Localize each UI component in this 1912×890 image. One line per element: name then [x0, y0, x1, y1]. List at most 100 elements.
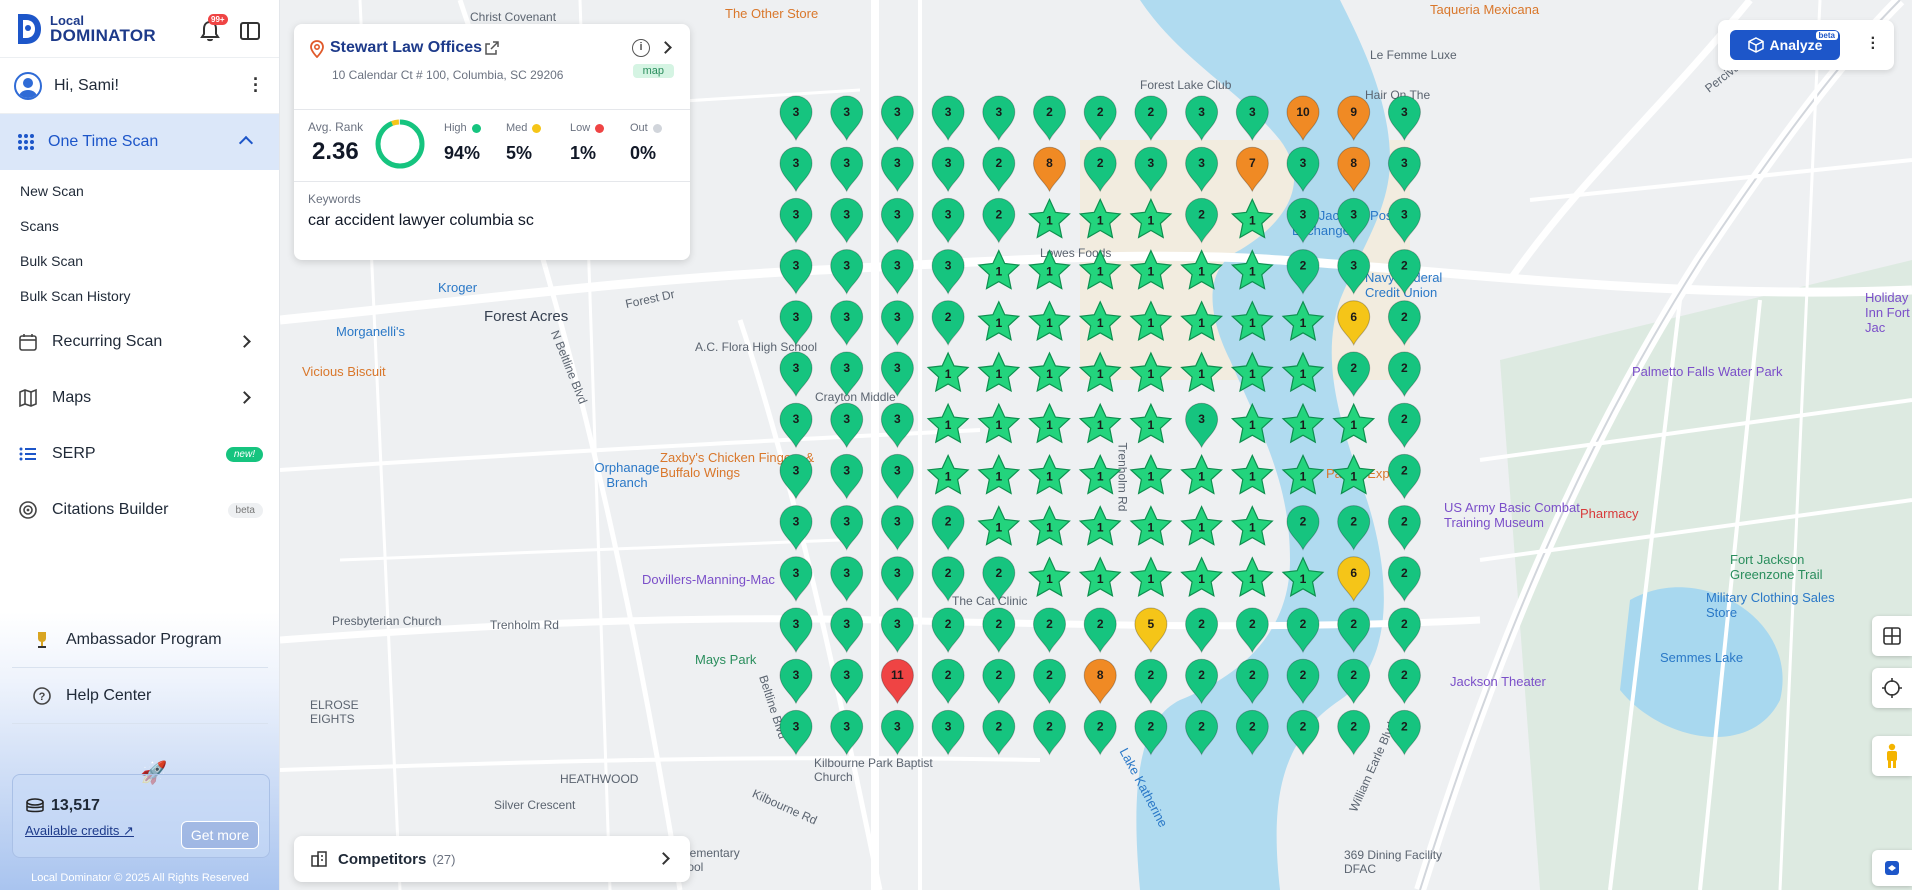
rank-marker[interactable]: 1: [1129, 453, 1173, 495]
rank-marker[interactable]: 3: [880, 709, 914, 756]
rank-marker[interactable]: 2: [982, 607, 1016, 654]
analyze-button[interactable]: Analyze beta: [1730, 30, 1840, 60]
rank-marker[interactable]: 3: [779, 197, 813, 244]
rank-marker[interactable]: 3: [1134, 146, 1168, 193]
rank-marker[interactable]: 2: [1083, 709, 1117, 756]
rank-marker[interactable]: 3: [1387, 95, 1421, 142]
submenu-bulk-scan[interactable]: Bulk Scan: [20, 253, 84, 269]
rank-marker[interactable]: 1: [1230, 402, 1274, 444]
rank-marker[interactable]: 2: [1387, 402, 1421, 449]
rank-marker[interactable]: 3: [830, 658, 864, 705]
rank-marker[interactable]: 3: [880, 95, 914, 142]
rank-marker[interactable]: 2: [1134, 95, 1168, 142]
sidebar-item-citations-builder[interactable]: Citations Builder beta: [0, 482, 279, 538]
street-view-button[interactable]: [1872, 736, 1912, 776]
competitors-bar[interactable]: Competitors (27): [294, 836, 690, 882]
rank-marker[interactable]: 1: [926, 351, 970, 393]
rank-marker[interactable]: 2: [1185, 658, 1219, 705]
rank-marker[interactable]: 1: [1129, 249, 1173, 290]
rank-marker[interactable]: 3: [830, 146, 864, 193]
rank-marker[interactable]: 1: [977, 249, 1021, 290]
rank-marker[interactable]: 1: [1129, 197, 1173, 239]
submenu-new-scan[interactable]: New Scan: [20, 183, 84, 199]
rank-marker[interactable]: 3: [880, 300, 914, 347]
rank-marker[interactable]: 2: [1286, 505, 1320, 551]
rank-marker[interactable]: 1: [1078, 556, 1122, 597]
rank-marker[interactable]: 5: [1134, 607, 1168, 654]
sidebar-item-ambassador-program[interactable]: Ambassador Program: [12, 612, 268, 668]
rank-marker[interactable]: 2: [1387, 453, 1421, 500]
rank-marker[interactable]: 1: [1332, 402, 1376, 444]
rank-marker[interactable]: 3: [830, 249, 864, 295]
rank-marker[interactable]: 1: [1230, 197, 1274, 239]
sidebar-item-one-time-scan[interactable]: One Time Scan: [0, 114, 279, 170]
rank-marker[interactable]: 3: [779, 556, 813, 603]
rank-marker[interactable]: 3: [830, 709, 864, 756]
rank-marker[interactable]: 3: [830, 402, 864, 449]
rank-marker[interactable]: 1: [1028, 300, 1071, 341]
rank-marker[interactable]: 3: [779, 95, 813, 142]
rank-marker[interactable]: 1: [977, 300, 1021, 341]
rank-marker[interactable]: 3: [830, 95, 864, 142]
rank-marker[interactable]: 1: [1028, 351, 1071, 393]
rank-marker[interactable]: 2: [982, 709, 1016, 756]
rank-marker[interactable]: 1: [1078, 300, 1122, 341]
rank-marker[interactable]: 1: [1028, 453, 1071, 495]
rank-marker[interactable]: 1: [1180, 249, 1223, 290]
rank-marker[interactable]: 2: [1185, 607, 1219, 654]
rank-marker[interactable]: 1: [1078, 351, 1122, 393]
sidebar-toggle-icon[interactable]: [240, 22, 260, 40]
rank-marker[interactable]: 1: [977, 453, 1021, 495]
rank-marker[interactable]: 2: [1286, 709, 1320, 756]
rank-marker[interactable]: 2: [1235, 709, 1269, 756]
rank-marker[interactable]: 1: [1028, 197, 1071, 239]
rank-marker[interactable]: 1: [1028, 556, 1071, 597]
rank-marker[interactable]: 3: [1185, 95, 1219, 142]
external-link-icon[interactable]: [484, 40, 500, 56]
rank-marker[interactable]: 3: [1337, 249, 1371, 295]
rank-marker[interactable]: 1: [1180, 300, 1223, 341]
rank-marker[interactable]: 3: [1387, 146, 1421, 193]
rank-marker[interactable]: 1: [926, 453, 970, 495]
rank-marker[interactable]: 1: [1028, 505, 1071, 546]
rank-marker[interactable]: 2: [931, 607, 965, 654]
rank-marker[interactable]: 2: [1185, 197, 1219, 244]
rank-marker[interactable]: 2: [1032, 607, 1067, 654]
rank-marker[interactable]: 1: [1078, 249, 1122, 290]
rank-marker[interactable]: 1: [1129, 402, 1173, 444]
rank-marker[interactable]: 2: [1235, 607, 1269, 654]
rank-marker[interactable]: 3: [779, 709, 813, 756]
sidebar-item-recurring-scan[interactable]: Recurring Scan: [0, 314, 279, 370]
rank-marker[interactable]: 3: [830, 607, 864, 654]
rank-marker[interactable]: 3: [880, 505, 914, 551]
rank-marker[interactable]: 2: [1083, 607, 1117, 654]
rank-marker[interactable]: 3: [931, 146, 965, 193]
chevron-right-icon[interactable]: [659, 41, 672, 54]
rank-marker[interactable]: 1: [977, 505, 1021, 546]
rank-marker[interactable]: 2: [1337, 505, 1371, 551]
rank-marker[interactable]: 2: [1286, 249, 1320, 295]
info-icon[interactable]: i: [632, 39, 650, 57]
rank-marker[interactable]: 2: [931, 556, 965, 603]
rank-marker[interactable]: 3: [1235, 95, 1269, 142]
rank-marker[interactable]: 1: [926, 402, 970, 444]
rank-marker[interactable]: 6: [1337, 300, 1371, 347]
rank-marker[interactable]: 3: [880, 351, 914, 398]
rank-marker[interactable]: 2: [982, 197, 1016, 244]
rank-marker[interactable]: 2: [1387, 556, 1421, 603]
rank-marker[interactable]: 2: [931, 658, 965, 705]
rank-marker[interactable]: 3: [779, 146, 813, 193]
rank-marker[interactable]: 1: [1078, 197, 1122, 239]
rank-marker[interactable]: 1: [1230, 505, 1274, 546]
rank-marker[interactable]: 3: [779, 453, 813, 500]
more-options-icon[interactable]: · · ·: [1870, 30, 1876, 57]
rank-marker[interactable]: 8: [1337, 146, 1371, 193]
rank-marker[interactable]: 3: [830, 556, 864, 603]
rank-marker[interactable]: 1: [977, 402, 1021, 444]
rank-marker[interactable]: 3: [880, 556, 914, 603]
business-name[interactable]: Stewart Law Offices: [330, 39, 483, 56]
rank-marker[interactable]: 2: [1387, 658, 1421, 705]
rank-marker[interactable]: 2: [1032, 658, 1067, 705]
rank-marker[interactable]: 3: [880, 453, 914, 500]
rank-marker[interactable]: 2: [1337, 351, 1371, 398]
